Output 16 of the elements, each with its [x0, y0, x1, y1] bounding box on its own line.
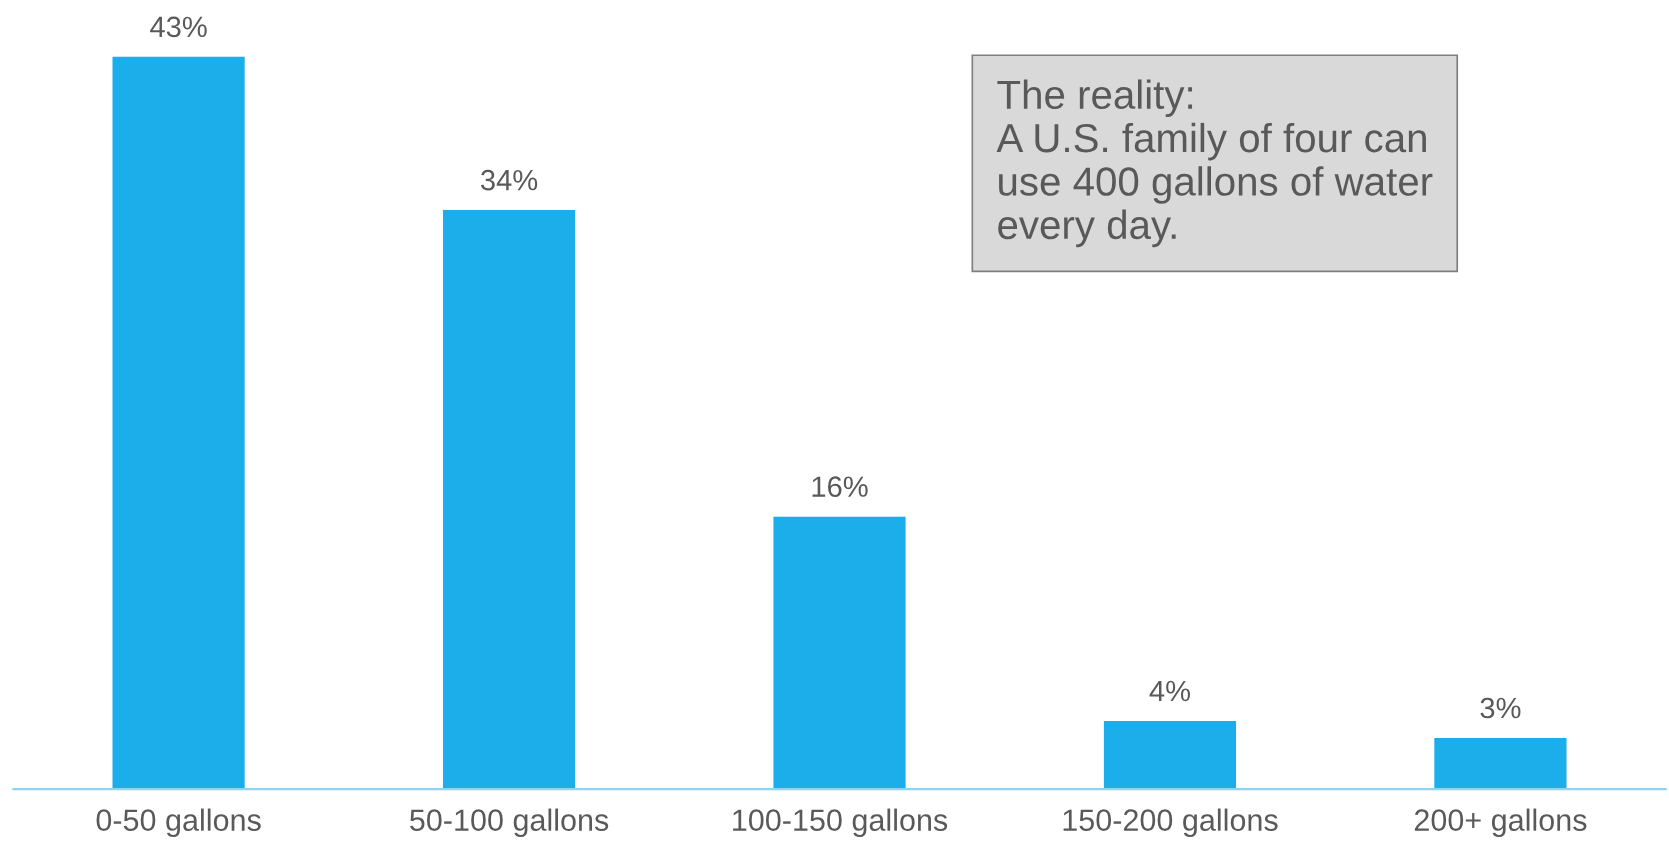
data-label: 34%	[480, 169, 538, 191]
data-label: 43%	[150, 16, 207, 38]
bar	[1434, 738, 1567, 790]
annotation: The reality: A U.S. family of four can use 400 gallons of water every day.	[996, 79, 1433, 248]
bar	[112, 56, 245, 790]
x-tick-label: 150-200 gallons	[1063, 808, 1278, 838]
bar	[773, 516, 906, 790]
data-label: 16%	[812, 476, 868, 497]
bar	[1103, 720, 1237, 790]
data-label: 4%	[1149, 680, 1191, 702]
bar	[442, 210, 576, 790]
x-tick-label: 0-50 gallons	[96, 808, 261, 838]
x-tick-label: 200+ gallons	[1414, 808, 1587, 838]
x-tick-label: 100-150 gallons	[733, 808, 948, 838]
x-tick-label: 50-100 gallons	[410, 808, 609, 838]
data-label: 3%	[1480, 697, 1521, 719]
